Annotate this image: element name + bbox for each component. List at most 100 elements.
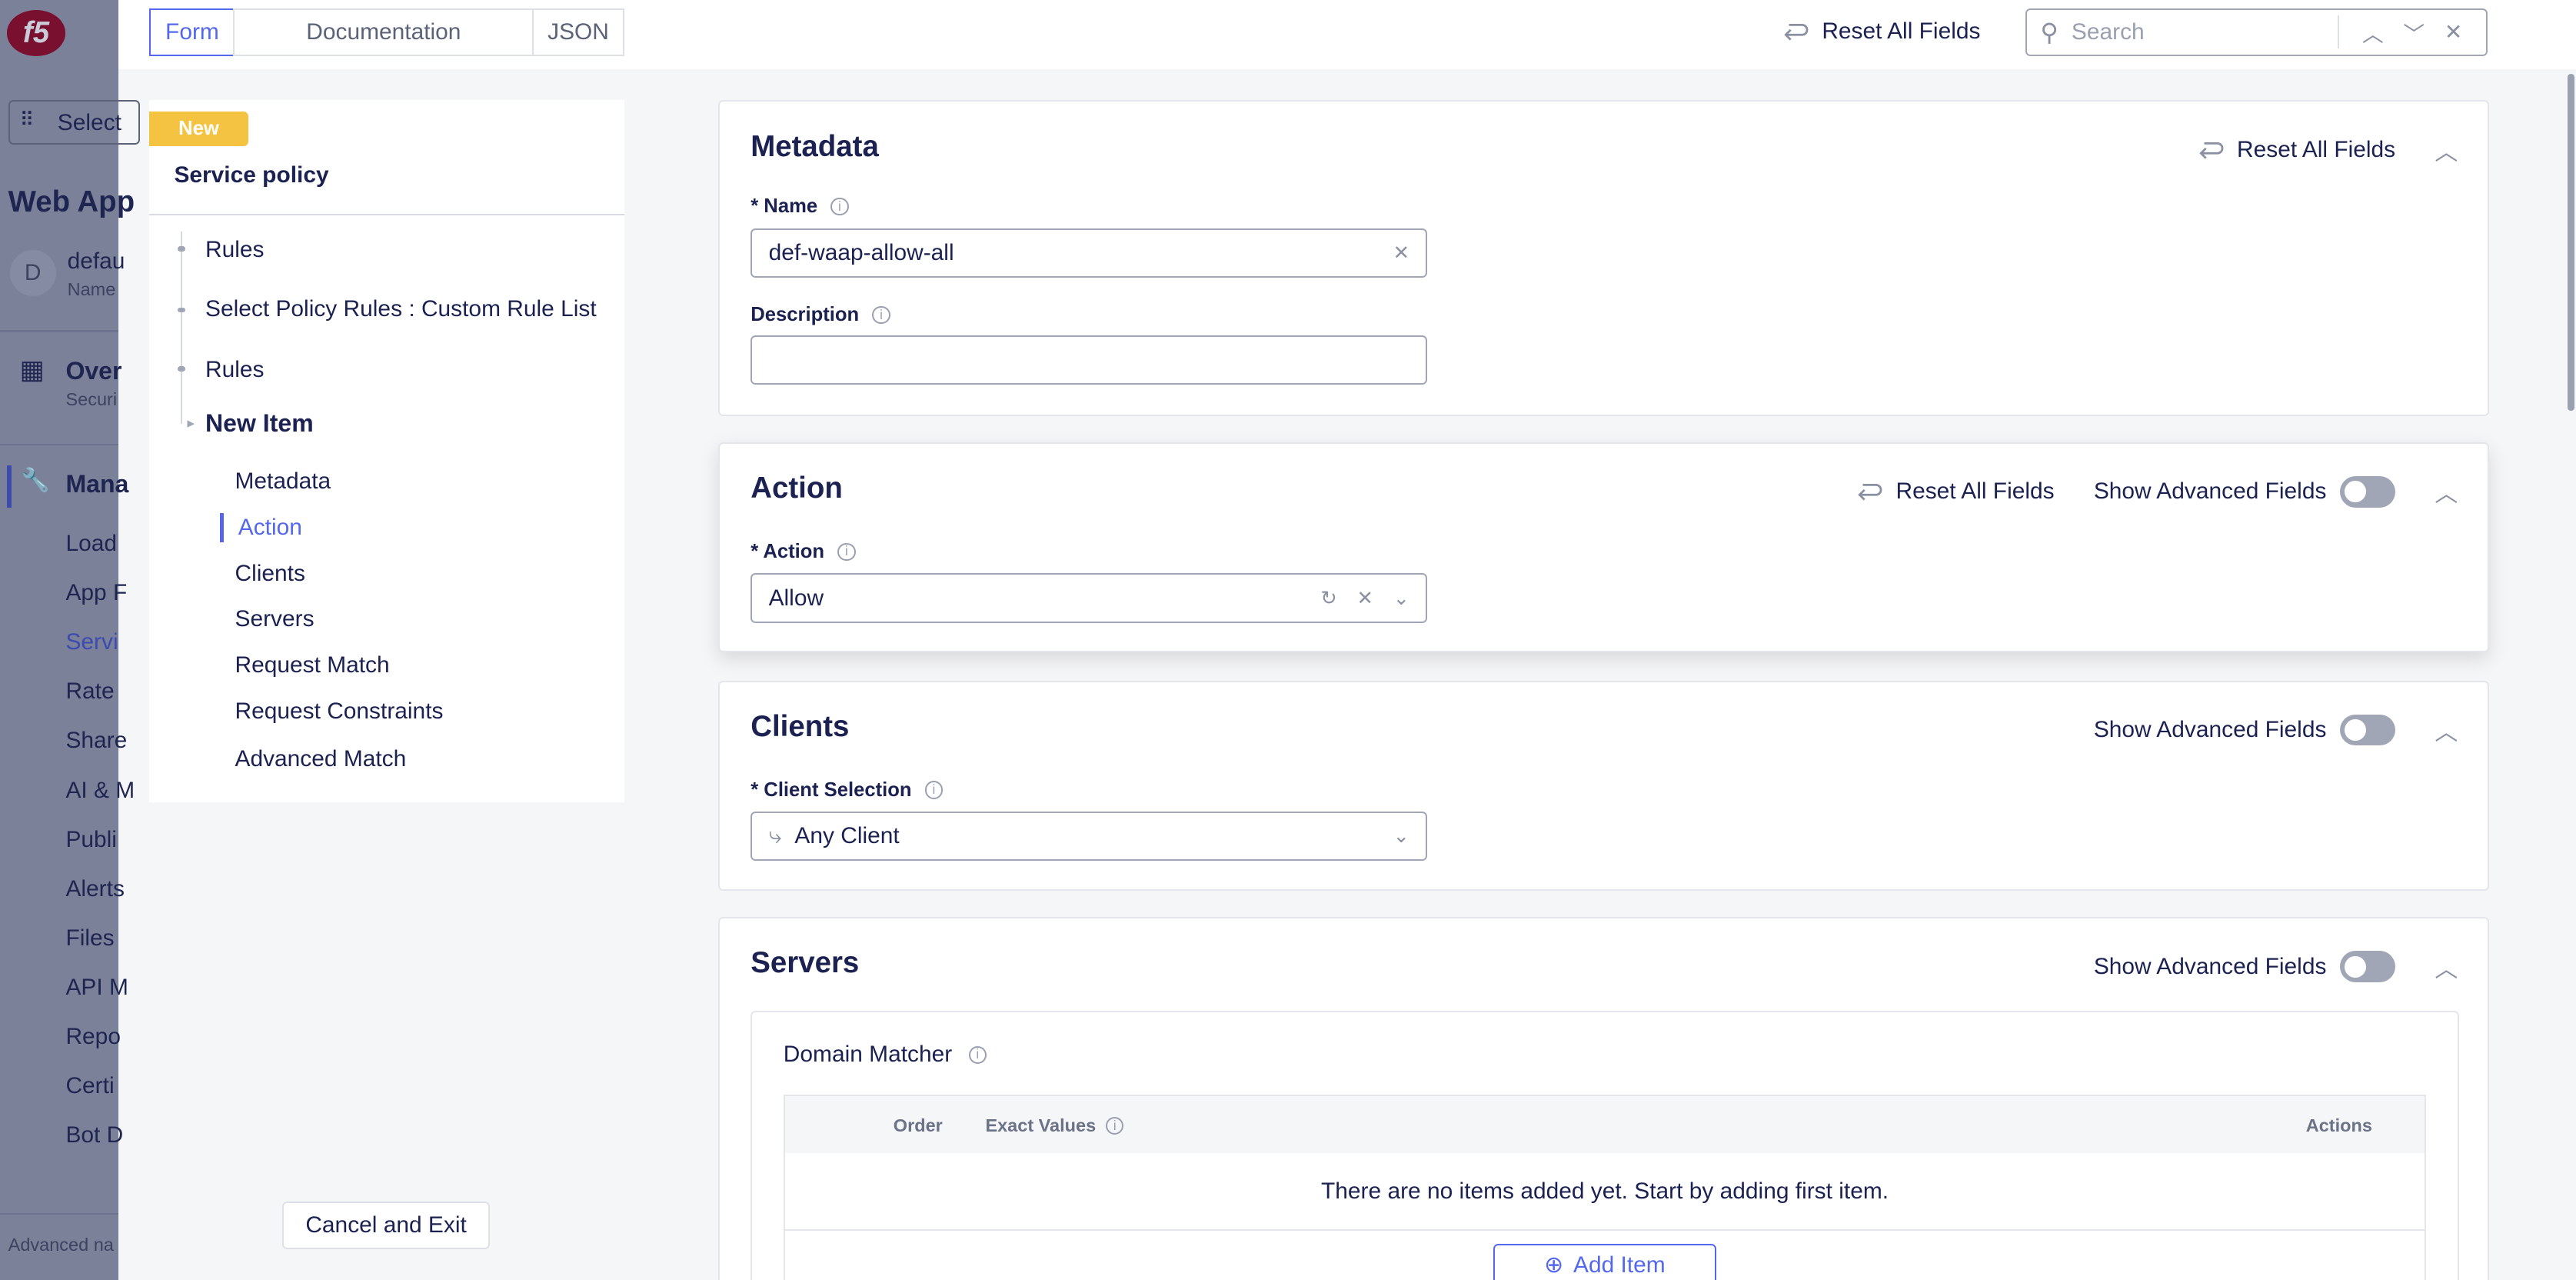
clear-icon[interactable]: ✕ [1393, 242, 1410, 264]
namespace-avatar: D [9, 249, 56, 296]
tab-json[interactable]: JSON [532, 8, 624, 56]
collapse-icon[interactable]: ︿ [2435, 139, 2458, 165]
reset-label: Reset All Fields [2237, 136, 2396, 162]
nav-item[interactable]: Files [65, 925, 115, 951]
tree-dot [177, 246, 186, 252]
nav-item[interactable]: Publi [65, 826, 117, 852]
nav-overview-sub: Securi [65, 389, 118, 410]
service-selector[interactable] [8, 100, 140, 145]
chevron-up-icon[interactable]: ︿ [2362, 22, 2384, 46]
servers-section: Servers Show Advanced Fields ︿ Domain Ma… [717, 917, 2489, 1280]
outline-action[interactable]: Action [238, 514, 302, 540]
namespace-name[interactable]: defau [67, 248, 125, 274]
tree-line [180, 232, 183, 425]
collapse-icon[interactable]: ︿ [2435, 482, 2458, 508]
label-text: * Name [751, 195, 818, 218]
label-text: * Client Selection [751, 778, 912, 801]
nav-item[interactable]: Load [65, 531, 117, 557]
info-icon[interactable]: i [1105, 1116, 1124, 1135]
close-icon[interactable]: ✕ [2444, 20, 2463, 45]
breadcrumb-item[interactable]: Select Policy Rules : Custom Rule List [205, 295, 597, 322]
info-icon[interactable]: i [968, 1045, 987, 1064]
toggle-switch[interactable] [2339, 714, 2396, 746]
nav-item[interactable]: Bot D [65, 1122, 124, 1148]
plus-circle-icon: ⊕ [1544, 1252, 1564, 1278]
outline-request-match[interactable]: Request Match [235, 652, 390, 678]
nav-item[interactable]: App F [65, 580, 128, 606]
label-text: * Action [751, 540, 825, 562]
search-input[interactable] [2071, 18, 2318, 45]
show-advanced-toggle[interactable]: Show Advanced Fields [2094, 714, 2396, 746]
tab-form[interactable]: Form [149, 8, 235, 56]
name-field[interactable]: def-waap-allow-all ✕ [751, 228, 1428, 278]
nav-item[interactable]: Repo [65, 1024, 121, 1050]
reset-all-fields-button[interactable]: Reset All Fields [1856, 478, 2055, 505]
table-header: Order Exact Values i Actions [784, 1095, 2425, 1154]
reset-all-fields-button[interactable]: Reset All Fields [2198, 137, 2395, 163]
toggle-switch[interactable] [2339, 475, 2396, 508]
cancel-and-exit-button[interactable]: Cancel and Exit [282, 1201, 490, 1249]
nav-item[interactable]: Alerts [65, 875, 125, 902]
outline-title: Service policy [174, 162, 329, 188]
clients-section: Clients Show Advanced Fields ︿ * Client … [717, 680, 2489, 891]
nav-item[interactable]: AI & M [65, 777, 135, 803]
advanced-nav-link[interactable]: Advanced na [8, 1234, 114, 1255]
name-label: * Name i [751, 195, 849, 218]
nav-item[interactable]: Share [65, 728, 128, 754]
toggle-switch[interactable] [2339, 951, 2396, 983]
client-selection-value: Any Client [794, 823, 900, 849]
divider [0, 443, 118, 445]
nav-manage[interactable]: Mana [65, 470, 129, 498]
outline-clients[interactable]: Clients [235, 560, 305, 586]
section-title: Web App [8, 185, 135, 219]
current-item: New Item [205, 408, 314, 437]
clear-icon[interactable]: ✕ [1356, 587, 1373, 609]
outline-advanced-match[interactable]: Advanced Match [235, 745, 407, 772]
reset-label: Reset All Fields [1895, 478, 2055, 505]
empty-message: There are no items added yet. Start by a… [1321, 1178, 1889, 1204]
action-select[interactable]: Allow ↻ ✕ ⌄ [751, 573, 1428, 623]
nav-item[interactable]: Certi [65, 1073, 115, 1099]
client-selection-select[interactable]: ⤷ Any Client ⌄ [751, 812, 1428, 862]
tree-dot [177, 366, 186, 372]
outline-request-constraints[interactable]: Request Constraints [235, 698, 444, 724]
active-indicator [6, 465, 12, 508]
toggle-label: Show Advanced Fields [2093, 478, 2327, 505]
show-advanced-toggle[interactable]: Show Advanced Fields [2093, 475, 2396, 508]
tab-documentation[interactable]: Documentation [233, 8, 534, 56]
domain-matcher-group: Domain Matcher i Order Exact Values i Acti… [751, 1010, 2460, 1280]
reset-all-fields-button[interactable]: Reset All Fields [1782, 18, 1980, 45]
collapse-icon[interactable]: ︿ [2435, 956, 2458, 982]
column-order: Order [893, 1115, 943, 1136]
tab-label: Documentation [306, 18, 461, 45]
action-value: Allow [768, 585, 824, 611]
info-icon[interactable]: i [830, 197, 849, 216]
chevron-down-icon[interactable]: ﹀ [2403, 22, 2425, 46]
info-icon[interactable]: i [872, 305, 890, 325]
nav-item[interactable]: Servi [65, 629, 118, 655]
chevron-down-icon[interactable]: ⌄ [1393, 587, 1410, 609]
nav-item[interactable]: API M [65, 974, 128, 1000]
new-badge: New [149, 112, 248, 147]
scrollbar[interactable] [2568, 74, 2574, 412]
outline-servers[interactable]: Servers [235, 606, 315, 632]
refresh-icon[interactable]: ↻ [1320, 587, 1337, 609]
description-field[interactable] [751, 335, 1428, 385]
add-item-button[interactable]: ⊕ Add Item [1493, 1243, 1717, 1280]
reset-icon [2199, 142, 2224, 159]
chevron-down-icon[interactable]: ⌄ [1393, 825, 1410, 848]
overview-icon: ▦ [19, 355, 45, 385]
breadcrumb-item[interactable]: Rules [205, 236, 265, 262]
info-icon[interactable]: i [837, 542, 856, 561]
breadcrumb-item[interactable]: Rules [205, 356, 265, 382]
nav-item[interactable]: Rate [65, 678, 115, 705]
action-label: * Action i [751, 540, 856, 563]
info-icon[interactable]: i [924, 781, 944, 799]
collapse-icon[interactable]: ︿ [2435, 720, 2458, 746]
outline-metadata[interactable]: Metadata [235, 468, 331, 494]
active-indicator [220, 512, 224, 543]
show-advanced-toggle[interactable]: Show Advanced Fields [2094, 951, 2396, 983]
nav-overview[interactable]: Over [65, 356, 122, 385]
name-value: def-waap-allow-all [768, 239, 954, 265]
tree-dot [177, 307, 186, 312]
